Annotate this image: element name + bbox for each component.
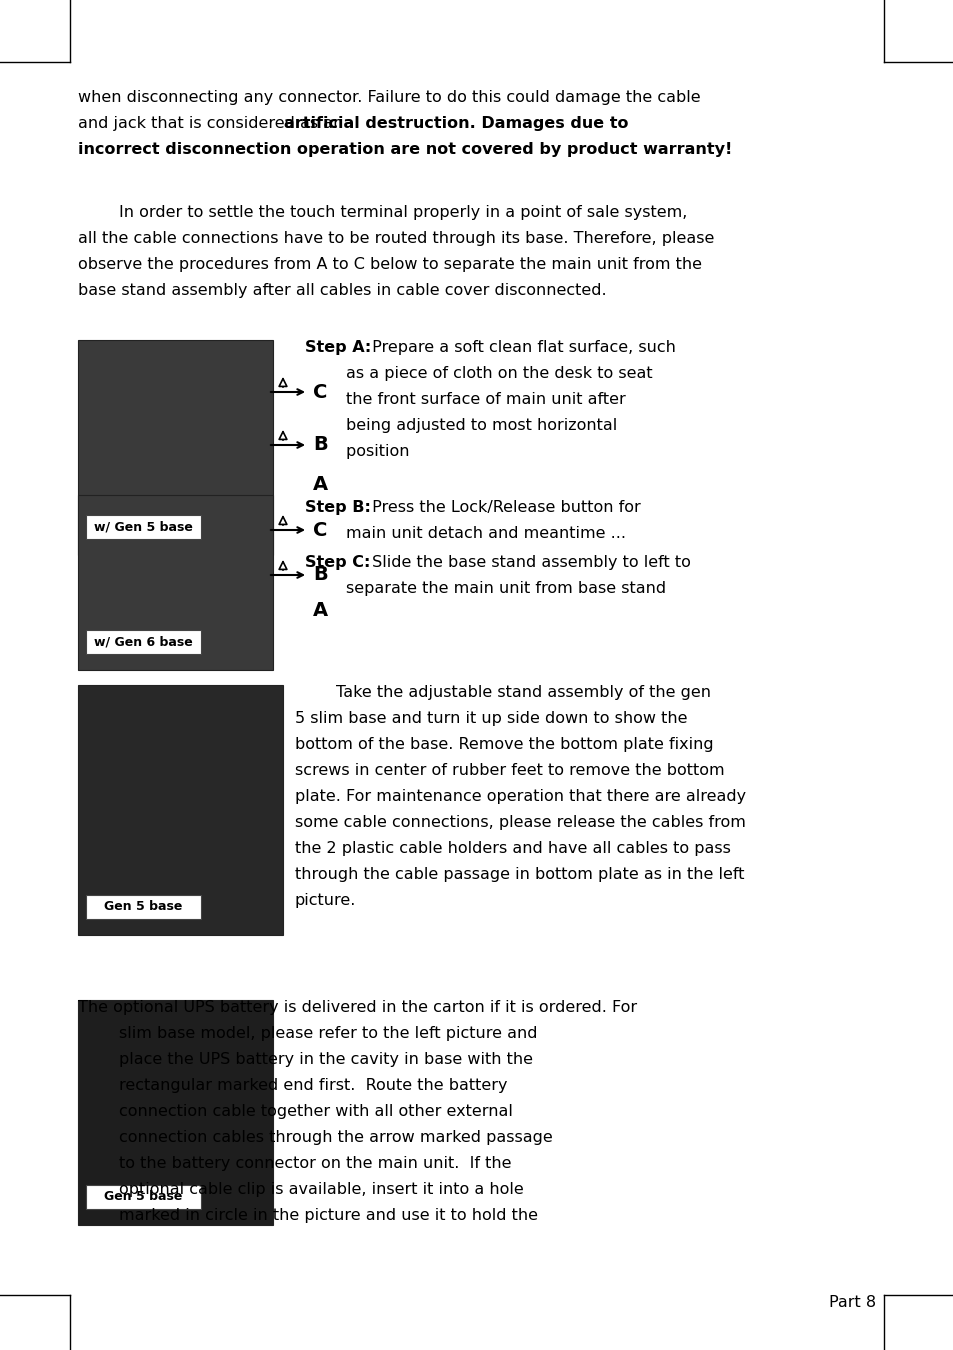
Text: Part 8: Part 8 (828, 1295, 875, 1309)
Text: Take the adjustable stand assembly of the gen: Take the adjustable stand assembly of th… (294, 684, 710, 701)
Text: the front surface of main unit after: the front surface of main unit after (305, 392, 625, 406)
Text: connection cable together with all other external: connection cable together with all other… (78, 1104, 513, 1119)
Text: observe the procedures from A to C below to separate the main unit from the: observe the procedures from A to C below… (78, 256, 701, 271)
Text: Prepare a soft clean flat surface, such: Prepare a soft clean flat surface, such (367, 340, 675, 355)
Bar (78, 684, 283, 936)
Text: when disconnecting any connector. Failure to do this could damage the cable: when disconnecting any connector. Failur… (78, 90, 700, 105)
Text: separate the main unit from base stand: separate the main unit from base stand (305, 580, 665, 595)
Text: optional cable clip is available, insert it into a hole: optional cable clip is available, insert… (78, 1183, 523, 1197)
Text: base stand assembly after all cables in cable cover disconnected.: base stand assembly after all cables in … (78, 284, 606, 298)
Text: as a piece of cloth on the desk to seat: as a piece of cloth on the desk to seat (305, 366, 652, 381)
Text: marked in circle in the picture and use it to hold the: marked in circle in the picture and use … (78, 1208, 537, 1223)
Text: main unit detach and meantime ...: main unit detach and meantime ... (305, 526, 625, 541)
Text: to the battery connector on the main unit.  If the: to the battery connector on the main uni… (78, 1156, 511, 1170)
Text: screws in center of rubber feet to remove the bottom: screws in center of rubber feet to remov… (294, 763, 724, 778)
Bar (78, 1000, 273, 1224)
Text: position: position (305, 444, 409, 459)
Bar (78, 340, 273, 555)
Text: 5 slim base and turn it up side down to show the: 5 slim base and turn it up side down to … (294, 711, 687, 726)
Text: artificial destruction. Damages due to: artificial destruction. Damages due to (283, 116, 627, 131)
Text: and jack that is considered as an: and jack that is considered as an (78, 116, 348, 131)
Bar (86, 1185, 201, 1210)
Text: picture.: picture. (294, 892, 356, 909)
Text: Gen 5 base: Gen 5 base (104, 1191, 182, 1203)
Text: through the cable passage in bottom plate as in the left: through the cable passage in bottom plat… (294, 867, 743, 882)
Text: Slide the base stand assembly to left to: Slide the base stand assembly to left to (367, 555, 690, 570)
Bar (78, 495, 273, 670)
Text: In order to settle the touch terminal properly in a point of sale system,: In order to settle the touch terminal pr… (78, 205, 687, 220)
Text: Step B:: Step B: (305, 500, 371, 514)
Text: slim base model, please refer to the left picture and: slim base model, please refer to the lef… (78, 1026, 537, 1041)
Text: plate. For maintenance operation that there are already: plate. For maintenance operation that th… (294, 788, 745, 805)
Text: Gen 5 base: Gen 5 base (104, 900, 182, 914)
Text: Step C:: Step C: (305, 555, 370, 570)
Bar (86, 895, 201, 919)
Text: The optional UPS battery is delivered in the carton if it is ordered. For: The optional UPS battery is delivered in… (78, 1000, 637, 1015)
Text: rectangular marked end first.  Route the battery: rectangular marked end first. Route the … (78, 1079, 507, 1094)
Text: B: B (313, 436, 328, 455)
Text: incorrect disconnection operation are not covered by product warranty!: incorrect disconnection operation are no… (78, 142, 732, 157)
Text: B: B (313, 566, 328, 585)
Text: w/ Gen 6 base: w/ Gen 6 base (94, 636, 193, 648)
Text: A: A (313, 601, 328, 620)
Bar (86, 630, 201, 653)
Bar (86, 514, 201, 539)
Text: C: C (313, 382, 327, 401)
Text: Step A:: Step A: (305, 340, 371, 355)
Text: the 2 plastic cable holders and have all cables to pass: the 2 plastic cable holders and have all… (294, 841, 730, 856)
Text: A: A (313, 475, 328, 494)
Text: place the UPS battery in the cavity in base with the: place the UPS battery in the cavity in b… (78, 1052, 533, 1066)
Text: some cable connections, please release the cables from: some cable connections, please release t… (294, 815, 745, 830)
Text: connection cables through the arrow marked passage: connection cables through the arrow mark… (78, 1130, 552, 1145)
Text: Press the Lock/Release button for: Press the Lock/Release button for (367, 500, 640, 514)
Text: bottom of the base. Remove the bottom plate fixing: bottom of the base. Remove the bottom pl… (294, 737, 713, 752)
Text: w/ Gen 5 base: w/ Gen 5 base (94, 521, 193, 533)
Text: C: C (313, 521, 327, 540)
Text: being adjusted to most horizontal: being adjusted to most horizontal (305, 418, 617, 433)
Text: all the cable connections have to be routed through its base. Therefore, please: all the cable connections have to be rou… (78, 231, 714, 246)
